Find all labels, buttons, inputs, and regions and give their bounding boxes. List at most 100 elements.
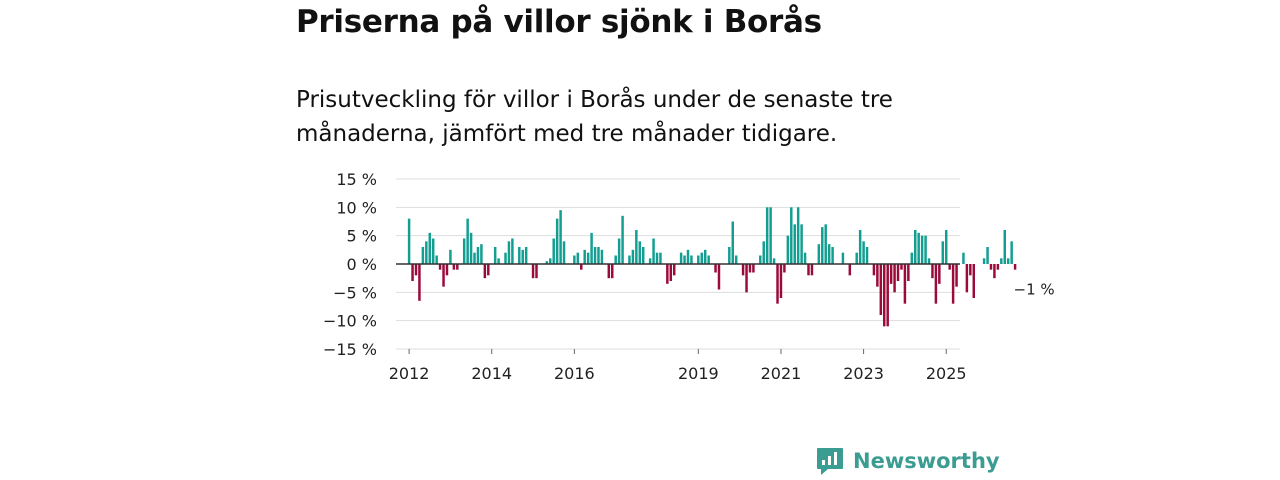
bar-positive [855,252,858,264]
bar-negative [969,264,972,276]
bar-negative [445,264,449,276]
bar-negative [411,264,414,281]
bar-negative [848,264,852,276]
bar-negative [883,264,886,327]
bar-positive [920,235,924,264]
bar-negative [993,264,996,279]
bar-negative [531,264,535,279]
y-tick-label: −15 % [323,340,377,359]
bar-positive [590,232,593,264]
bar-positive [497,258,500,264]
bar-positive [552,238,555,264]
bar-positive [435,255,438,264]
bar-positive [769,207,772,264]
bar-positive [466,218,469,264]
bar-positive [686,249,690,264]
bar-positive [504,252,507,264]
x-tick-label: 2019 [678,364,719,383]
bar-positive [652,238,655,264]
bar-negative [907,264,910,281]
bar-positive [428,232,431,264]
bar-positive [473,252,476,264]
bar-negative [965,264,969,293]
bar-positive [600,249,604,264]
bar-negative [717,264,721,290]
bar-positive [576,252,580,264]
x-tick-label: 2021 [761,364,802,383]
bar-negative [483,264,487,279]
bar-negative [896,264,900,281]
bar-positive [449,249,452,264]
chart-subtitle: Prisutveckling för villor i Borås under … [296,87,893,147]
bar-positive [621,215,624,264]
bar-negative [938,264,941,284]
bar-positive [941,241,945,264]
bar-positive [659,252,662,264]
bar-positive [549,258,552,264]
last-value-label: −1 % [1014,281,1055,299]
bar-positive [772,258,776,264]
bar-positive [545,261,549,264]
bar-positive [827,244,831,264]
y-tick-label: 15 % [336,170,377,189]
bar-negative [745,264,748,293]
bar-negative [951,264,955,304]
bar-negative [972,264,976,298]
bar-positive [421,247,425,264]
bar-negative [580,264,583,270]
bar-negative [414,264,418,276]
bar-positive [593,247,597,264]
bar-positive [555,218,559,264]
bar-negative [955,264,958,287]
bar-positive [583,249,586,264]
bar-positive [562,241,566,264]
bar-positive [790,207,793,264]
bar-positive [518,247,521,264]
chart-title: Priserna på villor sjönk i Borås [296,4,822,40]
bar-positive [734,255,738,264]
bar-negative [418,264,421,301]
bar-negative [672,264,676,276]
brand-logo: Newsworthy [815,446,1000,476]
y-tick-label: 5 % [347,227,377,246]
bar-negative [893,264,896,293]
bar-negative [611,264,614,279]
bar-positive [700,252,704,264]
y-tick-label: 0 % [347,255,377,274]
y-tick-label: −10 % [323,312,377,331]
x-tick-label: 2012 [389,364,430,383]
bar-positive [507,241,511,264]
bar-positive [703,249,707,264]
bar-negative [900,264,903,270]
bar-negative [438,264,442,270]
bar-positive [831,247,834,264]
bar-negative [810,264,814,276]
bar-positive [759,255,762,264]
bar-positive [1010,241,1013,264]
bar-positive [614,255,617,264]
bar-positive [917,232,920,264]
bar-positive [796,207,800,264]
bar-positive [1000,258,1003,264]
bar-positive [731,221,734,264]
bar-positive [648,258,652,264]
bar-positive [480,244,483,264]
bar-positive [817,244,821,264]
bar-positive [762,241,765,264]
y-tick-label: 10 % [336,198,377,217]
bar-positive [765,207,769,264]
bar-positive [573,255,576,264]
bar-negative [535,264,538,279]
bar-positive [655,252,659,264]
bar-positive [683,255,686,264]
bar-negative [886,264,889,327]
bar-positive [635,230,638,264]
bar-positive [924,235,927,264]
bar-negative [989,264,993,270]
bars [407,207,1017,327]
axes: 15 % 10 % 5 % 0 % −5 % −10 % −15 % 2012 2014 2016… [323,170,1055,383]
bar-positive [638,241,642,264]
bar-negative [879,264,883,315]
bar-positive [431,238,435,264]
